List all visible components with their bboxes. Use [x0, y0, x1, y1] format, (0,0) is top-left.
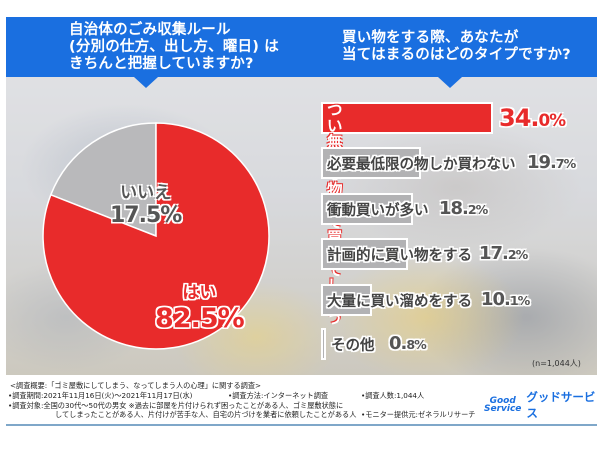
bar-value: 34.0% [499, 104, 566, 132]
logo-mark-icon: Good Service [484, 396, 522, 414]
bar-value: 18.2% [439, 198, 488, 219]
pie-slice-no [49, 122, 157, 238]
bar-value: 19.7% [527, 152, 576, 173]
bar-label: 大量に買い溜めをする [327, 294, 472, 310]
pie-no-name: いいえ [120, 183, 172, 203]
survey-count: •調査人数:1,044人 [361, 391, 425, 400]
pie-no-pct: 17.5% [110, 203, 182, 228]
logo-name: グッドサービス [526, 390, 596, 420]
survey-target-1: •調査対象:全国の30代～50代の男女 ※過去に部屋を片付けられず困ったことがあ… [8, 401, 344, 410]
bar-fill [321, 193, 413, 225]
pie-slice-yes [42, 122, 270, 350]
bar-fill [321, 147, 421, 179]
bar-fill [321, 328, 326, 360]
bar-value: 17.2% [479, 243, 528, 264]
bar-label: その他 [331, 338, 375, 354]
pie-label-yes: はい 82.5% [155, 278, 245, 334]
pie-chart: いいえ 17.5% はい 82.5% [40, 120, 272, 352]
survey-period: •調査期間:2021年11月16日(火)～2021年11月17日(水) [8, 391, 193, 400]
question-header-left: 自治体のごみ収集ルール (分別の仕方、出し方、曜日) は きちんと把握しています… [6, 17, 299, 88]
question-right-text: 買い物をする際、あなたが 当てはまるのはどのタイプですか? [342, 30, 571, 63]
survey-footer: <調査概要:「ゴミ屋敷にしてしまう、なってしまう人の心理」に関する調査> •調査… [6, 378, 597, 426]
good-service-logo: Good Service グッドサービス [484, 389, 600, 421]
bar-label: 必要最低限の物しか買わない [327, 157, 516, 173]
survey-target-2: してしまったことがある人、片付けが苦手な人、自宅の片づけを業者に依頼したことがあ… [55, 410, 357, 419]
survey-provider: •モニター提供元:ゼネラルリサーチ [361, 410, 476, 419]
survey-overview: <調査概要:「ゴミ屋敷にしてしまう、なってしまう人の心理」に関する調査> [10, 381, 262, 390]
bar-value: 10.1% [481, 289, 530, 310]
pie-yes-name: はい [182, 283, 217, 303]
question-header-right: 買い物をする際、あなたが 当てはまるのはどのタイプですか? [299, 17, 597, 88]
bar-value: 0.8% [389, 333, 427, 354]
header-pointer-right [438, 77, 462, 88]
bar-fill [321, 284, 372, 316]
bar-fill [321, 238, 408, 270]
pie-yes-pct: 82.5% [155, 303, 245, 334]
bar-fill [321, 102, 493, 134]
bar-label: 衝動買いが多い [327, 203, 429, 219]
bar-label: 計画的に買い物をする [327, 248, 472, 264]
pie-svg [42, 122, 270, 350]
pie-label-no: いいえ 17.5% [110, 178, 182, 228]
survey-method: •調査方法:インターネット調査 [228, 391, 329, 400]
sample-size-note: (n=1,044人) [532, 359, 581, 368]
question-left-text: 自治体のごみ収集ルール (分別の仕方、出し方、曜日) は きちんと把握しています… [69, 22, 280, 72]
header-pointer-left [134, 77, 158, 88]
